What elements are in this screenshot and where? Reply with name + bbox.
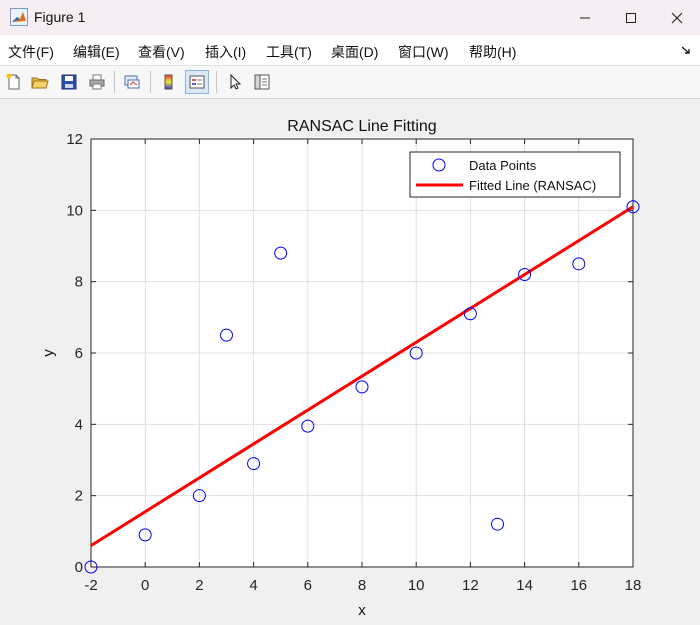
x-tick-label: 10: [408, 577, 425, 594]
data-point: [355, 380, 369, 394]
y-tick-labels: 0 2 4 6 8 10 12: [66, 131, 83, 576]
data-point: [138, 528, 152, 542]
x-tick-label: 12: [462, 577, 479, 594]
data-point: [409, 346, 423, 360]
toolbar-separator: [216, 71, 217, 93]
data-point: [572, 257, 586, 271]
toolbar-separator: [150, 71, 151, 93]
data-point: [301, 419, 315, 433]
property-editor-icon: [254, 74, 270, 90]
y-tick-label: 2: [75, 488, 83, 505]
open-folder-icon: [31, 77, 49, 89]
insert-legend-button[interactable]: [185, 70, 209, 94]
new-file-icon: [6, 73, 20, 90]
toolbar: [0, 66, 700, 99]
axes-box: [90, 138, 634, 568]
legend-label-data-points: Data Points: [469, 158, 537, 173]
maximize-icon: [626, 12, 636, 23]
y-tick-label: 0: [75, 559, 83, 576]
window-title: Figure 1: [34, 9, 86, 25]
legend[interactable]: Data Points Fitted Line (RANSAC): [409, 151, 621, 198]
x-tick-label: -2: [84, 577, 97, 594]
link-plot-icon: [124, 75, 140, 89]
x-tick-labels: -2 0 2 4 6 8 10 12 14 16 18: [84, 577, 641, 594]
matlab-logo-icon: [10, 8, 28, 26]
close-icon: [671, 12, 683, 23]
menu-bar: 文件(F) 编辑(E) 查看(V) 插入(I) 工具(T) 桌面(D) 窗口(W…: [0, 35, 700, 66]
data-point: [274, 246, 288, 260]
insert-colorbar-button[interactable]: [157, 70, 181, 94]
title-bar: Figure 1: [0, 0, 700, 35]
x-tick-label: 0: [141, 577, 149, 594]
colorbar-icon: [164, 74, 173, 90]
x-tick-label: 4: [249, 577, 257, 594]
data-point: [518, 268, 532, 282]
toolbar-separator: [114, 71, 115, 93]
y-tick-label: 6: [75, 345, 83, 362]
data-point: [84, 560, 98, 574]
x-tick-label: 6: [304, 577, 312, 594]
y-tick-label: 12: [66, 131, 83, 148]
data-point: [626, 200, 640, 214]
x-tick-label: 8: [358, 577, 366, 594]
x-tick-label: 18: [625, 577, 642, 594]
x-tick-label: 14: [516, 577, 533, 594]
save-button[interactable]: [57, 70, 81, 94]
open-file-button[interactable]: [28, 70, 52, 94]
y-tick-label: 8: [75, 274, 83, 291]
x-tick-label: 16: [570, 577, 587, 594]
data-point: [192, 489, 206, 503]
pointer-icon: [230, 73, 242, 90]
menu-file[interactable]: 文件(F): [8, 44, 54, 60]
edit-plot-button[interactable]: [223, 70, 247, 94]
legend-label-fitted-line: Fitted Line (RANSAC): [469, 178, 596, 193]
y-tick-label: 4: [75, 416, 83, 433]
legend-marker-data-points: [432, 158, 446, 172]
menu-desktop[interactable]: 桌面(D): [331, 44, 379, 60]
y-tick-label: 10: [66, 202, 83, 219]
data-point: [491, 517, 504, 531]
y-axis-label: y: [40, 349, 57, 357]
close-button[interactable]: [654, 0, 700, 35]
fitted-line: [90, 205, 634, 547]
maximize-button[interactable]: [608, 0, 654, 35]
property-editor-button[interactable]: [250, 70, 274, 94]
x-axis-label: x: [358, 602, 366, 619]
menu-edit[interactable]: 编辑(E): [73, 44, 120, 60]
chart-title: RANSAC Line Fitting: [287, 118, 436, 135]
menu-help[interactable]: 帮助(H): [469, 44, 517, 60]
legend-box: [409, 151, 621, 198]
menu-view[interactable]: 查看(V): [138, 44, 185, 60]
save-icon: [61, 74, 77, 90]
data-point: [247, 457, 261, 471]
data-point: [220, 328, 233, 342]
menu-window[interactable]: 窗口(W): [398, 44, 449, 60]
dock-arrow-icon[interactable]: [680, 44, 692, 56]
minimize-button[interactable]: [562, 0, 608, 35]
x-tick-label: 2: [195, 577, 203, 594]
legend-icon: [189, 75, 205, 89]
minimize-icon: [580, 17, 590, 18]
menu-insert[interactable]: 插入(I): [205, 44, 247, 60]
new-figure-button[interactable]: [2, 70, 26, 94]
menu-tools[interactable]: 工具(T): [266, 44, 312, 60]
print-button[interactable]: [85, 70, 109, 94]
data-points: [84, 200, 640, 574]
link-plot-button[interactable]: [120, 70, 144, 94]
data-point: [463, 307, 477, 321]
print-icon: [89, 74, 105, 90]
